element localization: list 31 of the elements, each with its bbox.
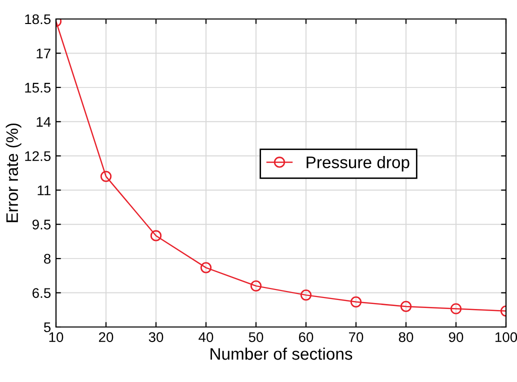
y-tick-label: 5 <box>44 322 51 332</box>
x-tick-label: 80 <box>398 332 414 342</box>
x-tick-label: 10 <box>49 332 64 342</box>
y-tick-label: 15.5 <box>25 82 51 93</box>
x-tick-label: 20 <box>98 332 114 342</box>
y-tick-label: 18.5 <box>25 14 51 24</box>
y-axis-title: Error rate (%) <box>6 124 22 222</box>
y-tick-label: 12.5 <box>25 151 51 162</box>
point <box>100 170 112 182</box>
x-tick-label: 70 <box>348 332 364 342</box>
x-tick-label: 30 <box>148 332 164 342</box>
y-tick-label: 17 <box>36 48 50 58</box>
x-axis-title: Number of sections <box>210 348 352 360</box>
y-tick-label: 6.5 <box>32 288 51 298</box>
x-tick-label: 90 <box>448 332 464 342</box>
x-tick-label: 40 <box>198 332 214 342</box>
point <box>300 290 312 301</box>
y-tick-label: 8 <box>44 254 51 264</box>
point <box>250 280 262 292</box>
point <box>150 230 162 242</box>
y-tick-label: 9.5 <box>32 220 51 230</box>
y-tick-label: 11 <box>38 186 50 196</box>
point <box>400 300 412 312</box>
point <box>200 262 212 274</box>
point <box>450 303 462 314</box>
x-tick-label: 50 <box>248 332 264 342</box>
x-tick-label: 60 <box>298 332 314 342</box>
x-tick-label: 100 <box>495 332 517 342</box>
point <box>350 296 362 308</box>
y-tick-label: 14 <box>36 117 51 127</box>
legend-label: Pressure drop <box>306 156 410 172</box>
